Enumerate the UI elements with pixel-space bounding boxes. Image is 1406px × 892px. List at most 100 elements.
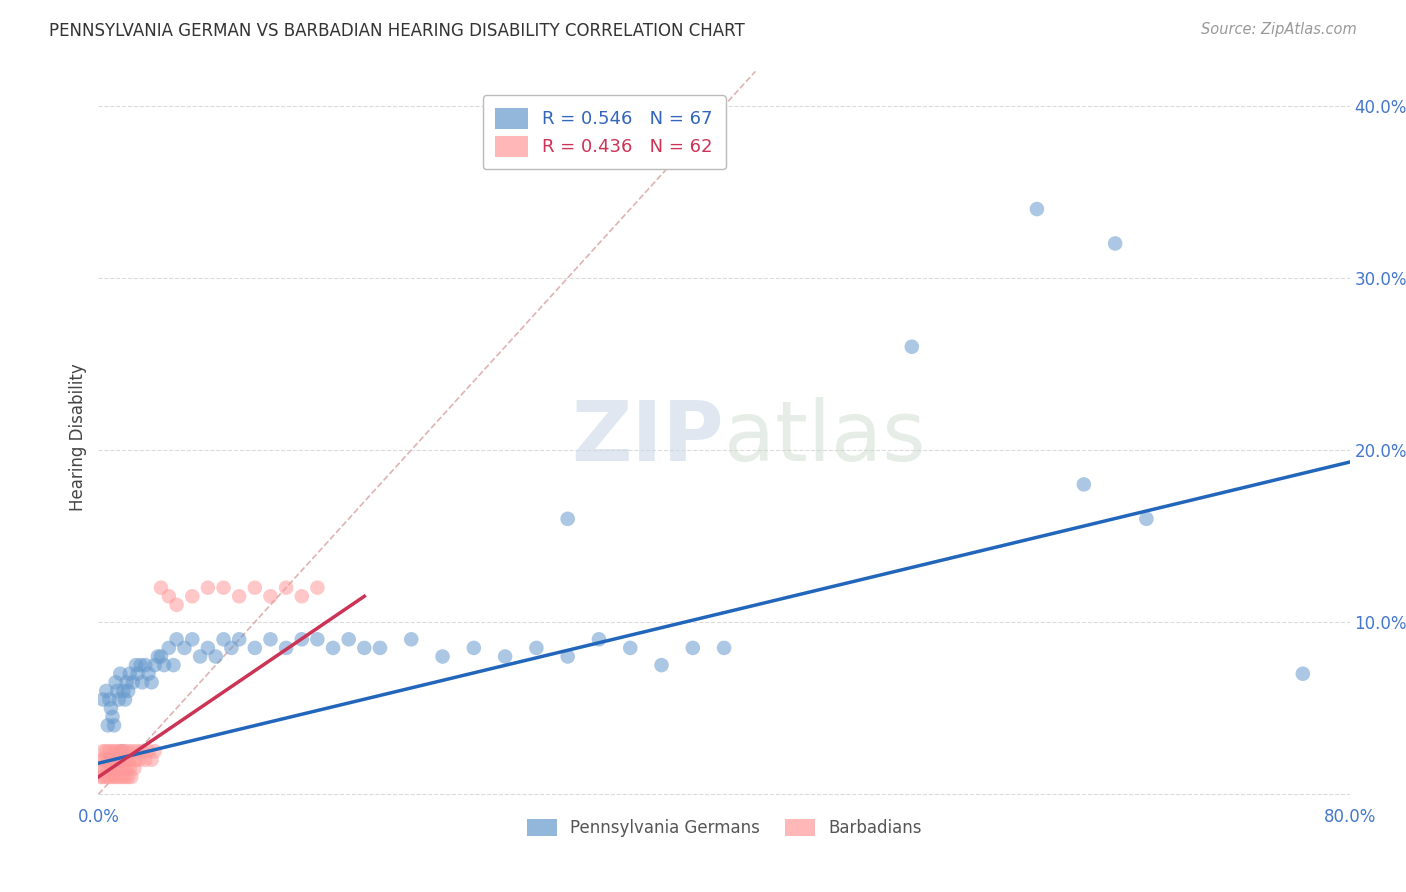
Point	[337, 632, 360, 647]
Point	[117, 684, 139, 698]
Point	[526, 640, 548, 655]
Point	[91, 692, 114, 706]
Point	[124, 761, 146, 775]
Point	[112, 753, 135, 767]
Point	[107, 744, 129, 758]
Point	[117, 770, 139, 784]
Point	[221, 640, 243, 655]
Point	[131, 675, 153, 690]
Point	[98, 692, 121, 706]
Point	[101, 744, 124, 758]
Point	[125, 658, 148, 673]
Point	[103, 753, 125, 767]
Point	[96, 744, 118, 758]
Point	[125, 753, 148, 767]
Point	[114, 744, 136, 758]
Point	[166, 632, 188, 647]
Point	[115, 753, 138, 767]
Y-axis label: Hearing Disability: Hearing Disability	[69, 363, 87, 511]
Point	[105, 761, 128, 775]
Point	[105, 684, 128, 698]
Point	[100, 753, 122, 767]
Point	[557, 512, 579, 526]
Point	[274, 581, 298, 595]
Point	[322, 640, 344, 655]
Point	[118, 761, 141, 775]
Point	[197, 581, 219, 595]
Point	[91, 770, 114, 784]
Point	[128, 753, 150, 767]
Point	[98, 744, 121, 758]
Point	[111, 744, 134, 758]
Point	[138, 744, 160, 758]
Point	[105, 753, 128, 767]
Point	[93, 753, 115, 767]
Point	[111, 770, 134, 784]
Point	[143, 658, 166, 673]
Point	[173, 640, 195, 655]
Point	[121, 744, 143, 758]
Point	[98, 770, 121, 784]
Point	[401, 632, 423, 647]
Point	[118, 666, 141, 681]
Point	[162, 658, 184, 673]
Point	[104, 675, 127, 690]
Point	[117, 744, 139, 758]
Point	[150, 649, 173, 664]
Point	[432, 649, 454, 664]
Point	[166, 598, 188, 612]
Point	[291, 589, 314, 603]
Point	[89, 770, 111, 784]
Point	[181, 632, 204, 647]
Point	[100, 701, 122, 715]
Point	[131, 744, 153, 758]
Point	[650, 658, 672, 673]
Point	[243, 640, 266, 655]
Point	[1026, 202, 1049, 216]
Point	[1073, 477, 1095, 491]
Point	[96, 684, 118, 698]
Point	[228, 589, 250, 603]
Point	[114, 692, 136, 706]
Point	[228, 632, 250, 647]
Point	[353, 640, 375, 655]
Point	[120, 770, 142, 784]
Point	[91, 744, 114, 758]
Point	[111, 744, 134, 758]
Point	[682, 640, 704, 655]
Point	[121, 675, 143, 690]
Point	[619, 640, 641, 655]
Text: ZIP: ZIP	[572, 397, 724, 477]
Point	[93, 761, 115, 775]
Text: atlas: atlas	[724, 397, 925, 477]
Text: Source: ZipAtlas.com: Source: ZipAtlas.com	[1201, 22, 1357, 37]
Point	[112, 761, 135, 775]
Point	[368, 640, 391, 655]
Point	[307, 632, 329, 647]
Point	[307, 581, 329, 595]
Point	[181, 589, 204, 603]
Point	[101, 770, 124, 784]
Point	[110, 753, 132, 767]
Point	[90, 761, 112, 775]
Point	[197, 640, 219, 655]
Point	[103, 718, 125, 732]
Point	[118, 753, 141, 767]
Point	[157, 640, 180, 655]
Point	[212, 632, 235, 647]
Point	[150, 581, 173, 595]
Point	[291, 632, 314, 647]
Point	[129, 658, 152, 673]
Point	[115, 675, 138, 690]
Point	[112, 684, 135, 698]
Point	[274, 640, 298, 655]
Point	[713, 640, 735, 655]
Legend: Pennsylvania Germans, Barbadians: Pennsylvania Germans, Barbadians	[519, 811, 929, 846]
Point	[143, 744, 166, 758]
Point	[101, 710, 124, 724]
Point	[110, 761, 132, 775]
Point	[134, 658, 156, 673]
Point	[104, 744, 127, 758]
Point	[115, 761, 138, 775]
Point	[259, 589, 281, 603]
